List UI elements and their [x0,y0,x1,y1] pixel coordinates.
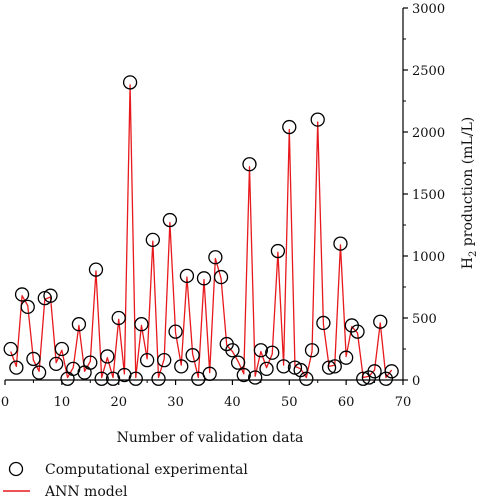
x-axis-title: Number of validation data [117,430,304,446]
experimental-point [43,288,58,303]
y-tick-label: 1500 [412,188,445,203]
y-tick-label: 2500 [412,64,445,79]
x-tick-label: 30 [167,395,184,410]
experimental-point [310,112,325,127]
experimental-point [230,355,246,370]
x-axis: 0 10 20 30 40 50 60 70 [1,379,412,410]
experimental-point [185,348,200,363]
legend: Computational experimental ANN model [3,461,248,500]
experimental-point [367,364,382,379]
experimental-point [162,212,178,228]
y-axis-title: H2 production (mL/L) [460,117,479,269]
experimental-point [71,317,87,332]
experimental-point [20,299,35,314]
x-tick-label: 70 [395,395,412,410]
y-tick-label: 2000 [412,126,445,141]
experimental-point [350,324,365,339]
x-tick-label: 0 [1,395,9,410]
experimental-point [54,341,70,357]
experimental-point [304,343,320,358]
experimental-point [333,236,348,251]
experimental-point [9,360,24,375]
experimental-point [139,353,155,368]
x-tick-label: 10 [54,395,71,410]
experimental-point [168,324,183,339]
experimental-point [356,371,371,386]
experimental-point [88,262,104,277]
x-tick-label: 20 [110,395,127,410]
experimental-point [373,314,388,329]
x-tick-label: 40 [224,395,241,410]
experimental-point [128,371,143,386]
experimental-point [282,119,297,135]
experimental-point [49,356,64,372]
experimental-point [270,243,286,259]
legend-label-experimental: Computational experimental [45,462,248,478]
experimental-point [202,366,217,381]
experimental-point [111,310,126,326]
experimental-point [31,365,47,380]
experimental-point [338,350,354,365]
experimental-point [174,359,189,374]
experimental-point [14,287,30,302]
experimental-point [321,360,337,375]
legend-label-ann: ANN model [44,484,128,500]
x-tick-label: 50 [281,395,298,410]
experimental-point [253,343,269,358]
experimental-point [83,355,98,370]
experimental-point [26,351,41,367]
y-tick-label: 500 [412,312,437,327]
experimental-point [248,370,263,385]
experimental-point [94,371,109,386]
x-tick-label: 60 [338,395,355,410]
experimental-point [196,271,212,286]
y-axis-title-part-2: production (mL/L) [460,117,476,251]
y-axis: 0 500 1000 1500 2000 2500 3000 [402,2,445,389]
experimental-point [378,371,394,386]
experimental-point [157,353,172,368]
y-axis-title-subscript: 2 [468,251,479,257]
experimental-point [213,269,229,285]
experimental-point [299,371,314,386]
experimental-point [179,268,195,283]
y-tick-label: 1000 [412,250,445,265]
experimental-point [236,367,251,383]
plot-area [3,75,399,386]
experimental-point [100,349,115,364]
experimental-point [259,361,274,376]
experimental-point [276,359,291,374]
experimental-point [384,364,399,379]
experimental-point [327,359,342,374]
y-tick-label: 0 [412,374,420,389]
experimental-point [60,371,75,386]
experimental-point [145,232,160,248]
experimental-point [3,341,18,357]
experimental-point [225,343,240,358]
experimental-point [134,317,149,332]
experimental-point [265,345,280,360]
y-axis-title-part-1: H [460,257,476,269]
legend-marker-circle [8,461,24,477]
experimental-point [316,315,331,331]
y-tick-label: 3000 [412,2,445,17]
ann-model-line [10,84,393,379]
experimental-point [122,75,138,90]
experimental-point [151,371,166,386]
experimental-point [208,250,223,265]
experimental-point [242,157,257,172]
